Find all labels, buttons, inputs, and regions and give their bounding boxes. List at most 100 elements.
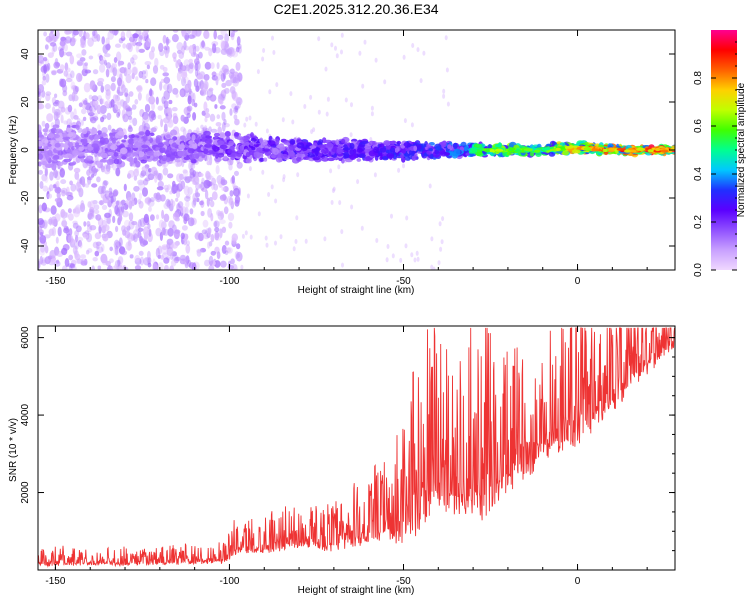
heat-speckle — [51, 161, 57, 171]
y-tick-label: 2000 — [20, 481, 31, 504]
heat-speckle — [73, 167, 81, 173]
heat-cell — [138, 150, 143, 158]
heat-speckle — [148, 206, 152, 212]
heat-speckle — [189, 208, 194, 215]
heat-speckle — [59, 168, 65, 178]
heat-cell — [259, 137, 264, 144]
heat-cell — [244, 141, 250, 146]
heat-speckle — [42, 185, 49, 192]
heat-speckle — [83, 221, 87, 227]
heat-speckle — [96, 159, 101, 168]
heat-speckle — [360, 225, 364, 231]
heat-speckle — [50, 205, 57, 215]
heat-speckle — [236, 43, 242, 50]
heat-speckle — [180, 180, 186, 190]
heat-speckle — [190, 30, 196, 35]
heat-cell — [93, 136, 99, 142]
heat-speckle — [370, 111, 374, 117]
heat-cell — [349, 143, 355, 150]
heat-cell — [191, 153, 200, 159]
heat-speckle — [192, 30, 196, 39]
x-tick-label: -50 — [396, 276, 411, 287]
heat-cell — [183, 156, 191, 161]
heat-speckle — [132, 40, 137, 47]
heat-speckle — [350, 102, 353, 108]
heat-cell — [113, 152, 119, 157]
x-tick-label: -150 — [45, 576, 65, 587]
heat-speckle — [340, 49, 343, 55]
heat-cell — [155, 147, 160, 151]
heat-cell — [72, 150, 79, 156]
heat-cell — [166, 134, 171, 139]
heat-speckle — [157, 114, 162, 120]
heat-speckle — [186, 30, 191, 35]
heat-speckle — [128, 212, 134, 221]
heat-cell — [123, 134, 128, 140]
heat-speckle — [82, 116, 87, 122]
heat-speckle — [198, 172, 204, 177]
heat-speckle — [38, 204, 43, 214]
heat-speckle — [181, 76, 186, 87]
heat-speckle — [176, 42, 184, 51]
heat-speckle — [186, 105, 193, 112]
heat-speckle — [91, 265, 95, 270]
heat-cell — [100, 152, 108, 158]
heat-cell — [223, 155, 228, 160]
heat-speckle — [161, 209, 165, 219]
heat-speckle — [207, 208, 213, 218]
heat-speckle — [228, 30, 236, 38]
heat-speckle — [214, 227, 220, 233]
heat-speckle — [117, 259, 121, 266]
heat-speckle — [69, 180, 73, 186]
heat-speckle — [55, 236, 59, 244]
heat-speckle — [155, 96, 159, 105]
heat-speckle — [39, 255, 43, 265]
heat-speckle — [219, 219, 226, 225]
heat-cell — [434, 149, 440, 155]
heat-speckle — [104, 164, 109, 170]
heat-speckle — [131, 104, 137, 110]
heat-speckle — [80, 200, 85, 209]
heat-speckle — [105, 92, 111, 100]
heat-cell — [385, 145, 391, 150]
heat-speckle — [48, 228, 55, 236]
heat-speckle — [81, 108, 87, 115]
heat-speckle — [57, 106, 63, 116]
heat-speckle — [107, 89, 112, 97]
heat-speckle — [373, 172, 377, 178]
heat-speckle — [163, 202, 170, 210]
heat-speckle — [100, 56, 106, 63]
heat-speckle — [210, 233, 215, 243]
heat-speckle — [65, 67, 71, 73]
heat-speckle — [71, 91, 76, 102]
heat-speckle — [248, 115, 252, 121]
heat-speckle — [105, 62, 111, 69]
heat-speckle — [61, 218, 67, 228]
heat-speckle — [87, 176, 93, 181]
heat-cell — [340, 139, 346, 144]
heat-speckle — [275, 82, 279, 88]
heat-speckle — [79, 177, 83, 184]
heat-speckle — [192, 112, 197, 121]
heat-speckle — [133, 185, 140, 192]
heat-speckle — [184, 84, 191, 92]
colorbar-label: Normalized spectral amplitude — [736, 82, 747, 217]
heat-speckle — [166, 242, 171, 250]
heat-cell — [321, 149, 326, 154]
heat-speckle — [74, 253, 81, 261]
heat-speckle — [93, 100, 99, 107]
heat-cell — [80, 157, 85, 163]
heat-cell — [253, 143, 260, 148]
heat-cell — [44, 139, 49, 144]
heat-core — [608, 147, 616, 151]
heat-cell — [390, 140, 397, 145]
heat-speckle — [161, 96, 166, 104]
heat-speckle — [93, 204, 100, 211]
heat-speckle — [221, 226, 227, 233]
heat-cell — [261, 141, 265, 149]
heat-speckle — [208, 87, 214, 92]
heat-speckle — [193, 78, 199, 88]
heat-speckle — [125, 107, 133, 112]
heat-speckle — [39, 232, 44, 237]
heat-speckle — [187, 95, 192, 105]
